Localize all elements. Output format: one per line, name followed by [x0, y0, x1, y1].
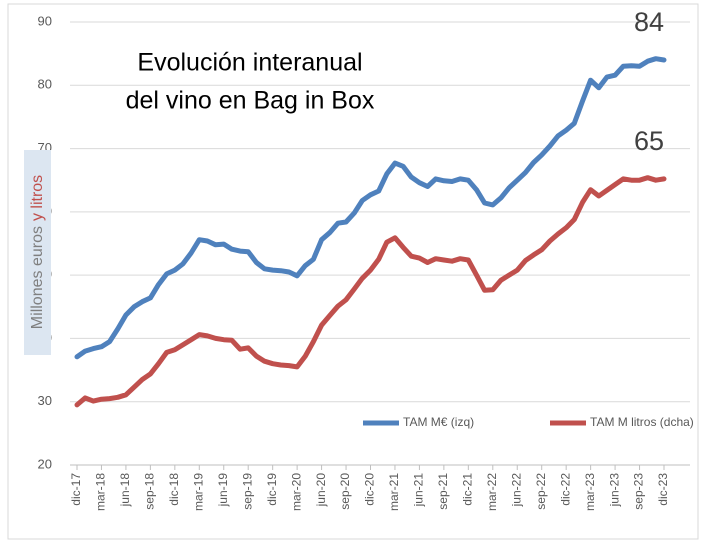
x-tick-label: dic-19: [265, 473, 279, 506]
y-axis-label: Millones euros y litros: [29, 175, 46, 329]
x-tick-label: sep-23: [632, 473, 646, 510]
x-tick-label: sep-19: [240, 473, 254, 510]
y-axis-label-part: y litros: [29, 175, 46, 221]
end-label: 65: [634, 126, 664, 156]
x-tick-label: mar-23: [583, 473, 597, 511]
x-tick-label: dic-18: [167, 473, 181, 506]
legend-label: TAM M€ (izq): [403, 415, 474, 429]
y-tick-label: 20: [38, 456, 52, 471]
x-tick-label: mar-22: [485, 473, 499, 511]
y-tick-label: 80: [38, 77, 52, 92]
chart-title: Evolución interanual: [137, 49, 362, 77]
x-tick-label: jun-22: [509, 473, 523, 508]
x-tick-label: mar-20: [289, 473, 303, 511]
y-label-box: [24, 150, 51, 355]
legend-label: TAM M litros (dcha): [590, 415, 694, 429]
y-axis-label-part: Millones euros: [29, 226, 46, 329]
y-tick-label: 90: [38, 13, 52, 28]
x-tick-label: sep-21: [436, 473, 450, 510]
end-label: 84: [634, 7, 664, 37]
x-tick-label: dic-22: [558, 473, 572, 506]
x-tick-label: dic-20: [363, 473, 377, 506]
x-tick-label: mar-21: [387, 473, 401, 511]
y-tick-label: 30: [38, 393, 52, 408]
x-tick-label: jun-23: [607, 473, 621, 508]
x-tick-label: jun-18: [118, 473, 132, 508]
x-tick-label: jun-20: [314, 473, 328, 508]
x-tick-label: mar-18: [94, 473, 108, 511]
x-tick-label: dic-21: [461, 473, 475, 506]
x-tick-label: mar-19: [191, 473, 205, 511]
x-tick-label: sep-20: [338, 473, 352, 510]
series-line: [74, 56, 667, 360]
x-tick-label: sep-18: [143, 473, 157, 510]
x-tick-label: dic-17: [69, 473, 83, 506]
series-line: [74, 175, 667, 408]
x-tick-label: sep-22: [534, 473, 548, 510]
x-tick-label: jun-21: [412, 473, 426, 508]
x-tick-label: jun-19: [216, 473, 230, 508]
x-tick-label: dic-23: [656, 473, 670, 506]
chart-title: del vino en Bag in Box: [126, 87, 375, 115]
